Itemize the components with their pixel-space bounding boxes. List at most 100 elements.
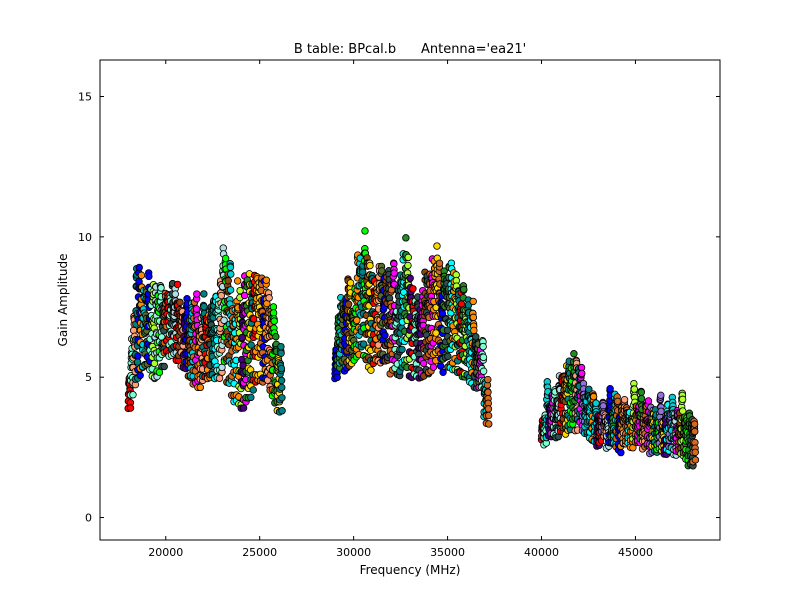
x-tick-label: 25000 bbox=[242, 546, 277, 559]
data-point bbox=[215, 374, 224, 382]
data-points-layer bbox=[124, 227, 700, 470]
data-point bbox=[570, 350, 578, 358]
x-tick-label: 35000 bbox=[430, 546, 465, 559]
data-point bbox=[272, 332, 280, 341]
data-point bbox=[644, 397, 653, 405]
data-point bbox=[247, 341, 255, 349]
x-axis-ticks: 20000 25000 30000 35000 40000 45000 bbox=[148, 60, 653, 559]
data-point bbox=[657, 391, 665, 400]
data-point bbox=[630, 385, 639, 393]
data-point bbox=[678, 395, 687, 404]
data-point bbox=[433, 242, 441, 250]
data-point bbox=[157, 284, 165, 292]
data-point bbox=[390, 269, 398, 277]
data-point bbox=[374, 341, 382, 349]
data-point bbox=[171, 290, 180, 298]
data-point bbox=[160, 362, 168, 371]
x-axis-label: Frequency (MHz) bbox=[360, 563, 461, 577]
data-point bbox=[278, 383, 286, 392]
data-point bbox=[221, 254, 230, 263]
data-point bbox=[404, 253, 412, 262]
data-point bbox=[599, 402, 607, 410]
data-point bbox=[135, 263, 143, 272]
plot-frame bbox=[99, 59, 721, 541]
data-point bbox=[439, 368, 447, 376]
data-point bbox=[240, 291, 249, 300]
data-point bbox=[679, 407, 687, 415]
data-point bbox=[277, 364, 286, 373]
data-point bbox=[217, 291, 226, 300]
data-point bbox=[378, 267, 386, 275]
data-point bbox=[226, 286, 235, 294]
data-point bbox=[429, 363, 438, 371]
data-point bbox=[398, 345, 406, 354]
data-point bbox=[196, 383, 205, 392]
x-tick-label: 45000 bbox=[618, 546, 653, 559]
data-point bbox=[247, 393, 255, 402]
data-point bbox=[470, 326, 478, 335]
data-point bbox=[484, 375, 492, 384]
data-point bbox=[277, 349, 285, 357]
data-point bbox=[617, 448, 625, 457]
data-point bbox=[690, 420, 699, 428]
data-point bbox=[277, 376, 286, 385]
data-point bbox=[270, 317, 278, 325]
data-point bbox=[269, 309, 278, 317]
data-point bbox=[145, 272, 153, 281]
data-point bbox=[129, 326, 138, 335]
data-point bbox=[485, 420, 493, 428]
data-point bbox=[227, 270, 235, 278]
data-point bbox=[592, 399, 600, 407]
data-point bbox=[432, 329, 440, 337]
data-point bbox=[333, 373, 341, 382]
data-point bbox=[484, 405, 493, 413]
data-point bbox=[484, 411, 493, 420]
data-point bbox=[406, 274, 414, 282]
data-point bbox=[224, 277, 232, 285]
data-point bbox=[278, 394, 286, 402]
data-point bbox=[353, 316, 361, 324]
data-point bbox=[278, 407, 286, 415]
data-point bbox=[176, 298, 184, 307]
y-tick-label: 10 bbox=[78, 231, 92, 244]
data-point bbox=[346, 279, 355, 287]
data-point bbox=[402, 234, 410, 242]
data-point bbox=[419, 359, 428, 368]
y-axis-label: Gain Amplitude bbox=[56, 254, 70, 347]
data-point bbox=[444, 352, 452, 361]
data-point bbox=[269, 303, 278, 311]
data-point bbox=[404, 261, 412, 270]
data-point bbox=[589, 392, 598, 401]
data-point bbox=[129, 391, 137, 399]
data-point bbox=[435, 259, 444, 267]
data-point bbox=[277, 342, 285, 351]
data-point bbox=[606, 385, 614, 393]
data-point bbox=[620, 396, 629, 404]
data-point bbox=[262, 276, 271, 284]
data-point bbox=[484, 388, 492, 396]
plot-axes: 20000 25000 30000 35000 40000 45000 0 5 10 15 bbox=[78, 59, 721, 559]
data-point bbox=[360, 340, 368, 348]
y-tick-label: 5 bbox=[85, 371, 92, 384]
data-point bbox=[236, 286, 244, 295]
data-point bbox=[134, 352, 142, 360]
data-point bbox=[436, 362, 445, 370]
data-point bbox=[136, 371, 144, 380]
data-point bbox=[479, 367, 488, 375]
data-point bbox=[637, 394, 646, 403]
data-point bbox=[220, 316, 228, 324]
data-point bbox=[472, 333, 480, 341]
data-point bbox=[265, 294, 273, 302]
data-point bbox=[173, 280, 182, 289]
data-point bbox=[637, 388, 646, 396]
data-point bbox=[137, 271, 146, 280]
data-point bbox=[226, 263, 235, 271]
chart-title: B table: BPcal.b Antenna='ea21' bbox=[294, 42, 526, 57]
data-point bbox=[469, 313, 478, 322]
data-point bbox=[239, 404, 248, 412]
x-tick-label: 40000 bbox=[524, 546, 559, 559]
x-tick-label: 30000 bbox=[336, 546, 371, 559]
data-point bbox=[361, 227, 369, 235]
data-point bbox=[366, 261, 374, 270]
